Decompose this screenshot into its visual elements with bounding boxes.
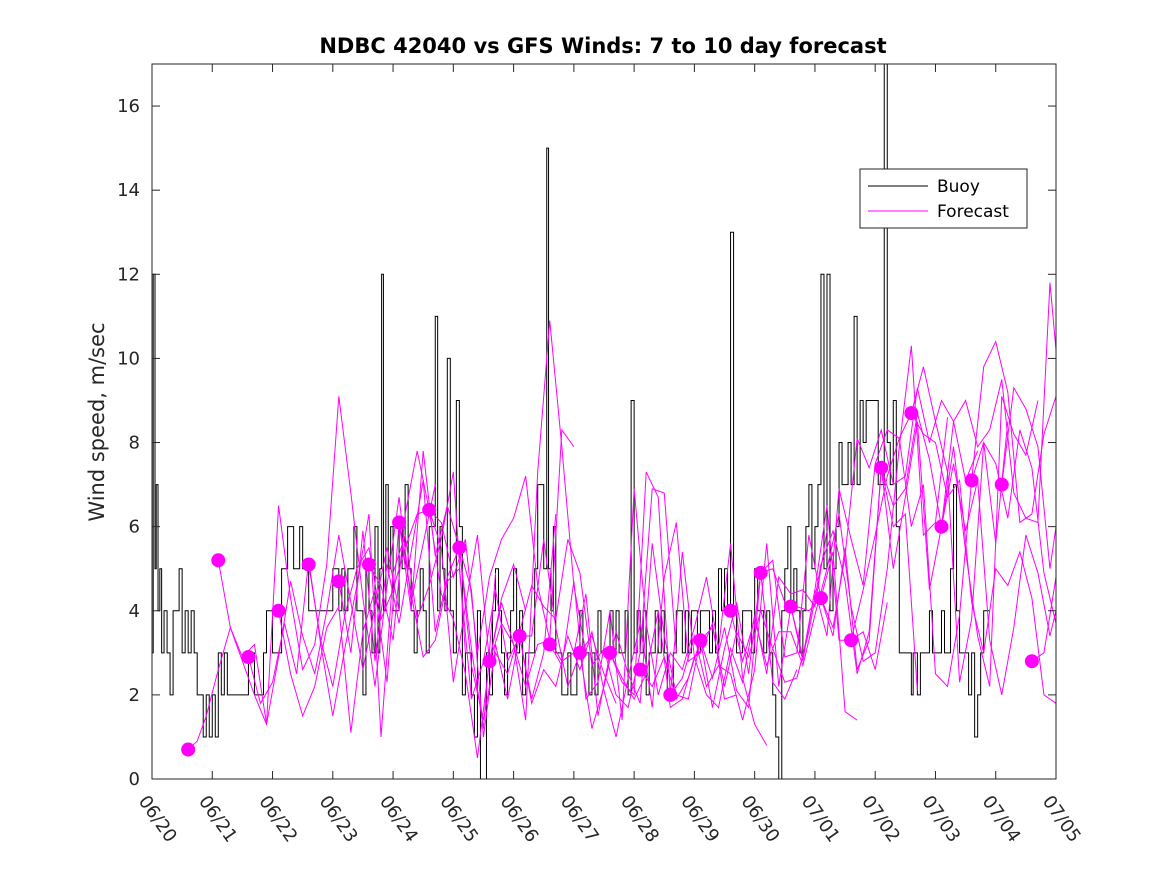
forecast-point bbox=[994, 477, 1009, 492]
forecast-run-line bbox=[187, 534, 400, 750]
buoy-series bbox=[152, 63, 990, 780]
forecast-point bbox=[211, 553, 226, 568]
y-tick-label: 2 bbox=[129, 685, 140, 706]
forecast-point bbox=[572, 645, 587, 660]
chart-title: NDBC 42040 vs GFS Winds: 7 to 10 day for… bbox=[319, 34, 886, 58]
legend-forecast-label: Forecast bbox=[937, 202, 1009, 222]
forecast-point bbox=[753, 565, 768, 580]
forecast-point bbox=[512, 629, 527, 643]
forecast-point bbox=[723, 603, 738, 618]
forecast-run-line bbox=[941, 463, 1057, 695]
forecast-point bbox=[331, 574, 346, 589]
forecast-run-line bbox=[368, 320, 587, 721]
forecast-point bbox=[361, 557, 376, 572]
forecast-run-line bbox=[609, 530, 828, 709]
forecast-run-line bbox=[519, 522, 737, 738]
y-tick-label: 0 bbox=[129, 769, 140, 790]
y-tick-label: 12 bbox=[117, 264, 140, 285]
forecast-run-line bbox=[820, 396, 1039, 687]
forecast-point bbox=[934, 519, 949, 534]
legend-box bbox=[859, 168, 1028, 229]
y-axis-label: Wind speed, m/sec bbox=[85, 322, 109, 521]
forecast-point bbox=[844, 633, 859, 648]
forecast-run-line bbox=[880, 282, 1057, 527]
forecast-point bbox=[663, 687, 678, 702]
forecast-point bbox=[392, 515, 407, 530]
forecast-point bbox=[633, 662, 648, 677]
forecast-point bbox=[693, 633, 708, 648]
forecast-run-line bbox=[217, 396, 436, 725]
forecast-point bbox=[452, 540, 467, 555]
forecast-point bbox=[964, 473, 979, 488]
forecast-run-line bbox=[247, 471, 466, 737]
forecast-run-line bbox=[458, 488, 677, 721]
forecast-run-line bbox=[1001, 386, 1057, 569]
forecast-point bbox=[874, 460, 889, 475]
forecast-point bbox=[241, 650, 256, 665]
y-tick-label: 6 bbox=[129, 517, 140, 538]
y-axis: 0 2 4 6 8 10 12 14 16 bbox=[117, 96, 1056, 790]
y-tick-label: 4 bbox=[129, 601, 140, 622]
forecast-point bbox=[813, 591, 828, 606]
forecast-point bbox=[904, 406, 919, 421]
y-tick-label: 8 bbox=[129, 433, 140, 454]
forecast-point bbox=[542, 637, 557, 652]
forecast-point bbox=[422, 502, 437, 517]
legend-buoy-label: Buoy bbox=[937, 177, 980, 197]
buoy-line bbox=[152, 63, 990, 780]
y-tick-label: 16 bbox=[117, 96, 140, 117]
forecast-run-line bbox=[971, 429, 1057, 624]
plot-frame bbox=[151, 63, 1057, 780]
forecast-point bbox=[783, 599, 798, 614]
forecast-run-line bbox=[730, 345, 949, 668]
forecast-point bbox=[301, 557, 316, 572]
forecast-point bbox=[482, 654, 497, 669]
forecast-markers bbox=[181, 406, 1039, 757]
forecast-point bbox=[271, 603, 286, 618]
forecast-run-line bbox=[549, 488, 768, 746]
forecast-run-line bbox=[910, 412, 1057, 704]
forecast-point bbox=[603, 645, 618, 660]
forecast-run-line bbox=[850, 340, 1057, 688]
y-tick-label: 10 bbox=[117, 348, 140, 369]
forecast-point bbox=[1024, 654, 1039, 669]
y-tick-label: 14 bbox=[117, 180, 140, 201]
forecast-point bbox=[181, 742, 196, 757]
legend: Buoy Forecast bbox=[859, 168, 1028, 229]
